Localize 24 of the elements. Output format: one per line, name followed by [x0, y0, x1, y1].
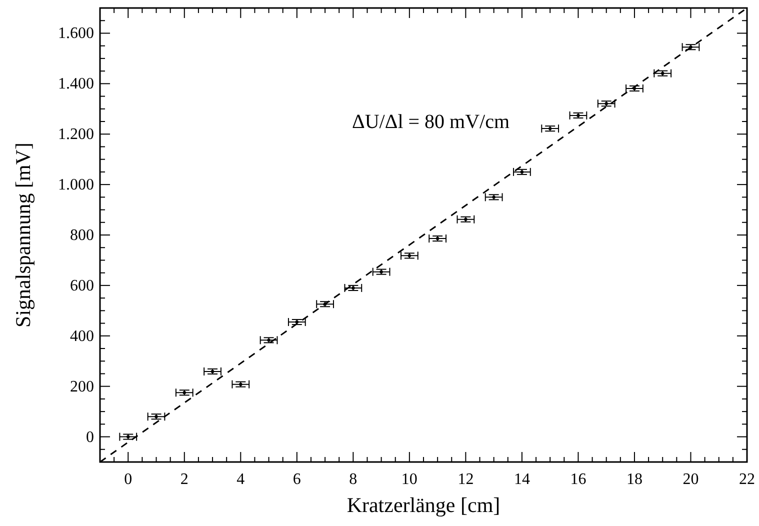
y-tick-label: 1.200 — [58, 126, 94, 144]
x-axis-title: Kratzerlänge [cm] — [346, 493, 500, 517]
x-tick-label: 20 — [682, 471, 699, 488]
x-tick-label: 10 — [401, 471, 418, 488]
x-tick-label: 14 — [514, 471, 530, 488]
x-tick-label: 4 — [236, 471, 245, 488]
y-tick-label: 0 — [86, 428, 94, 446]
y-tick-label: 200 — [70, 378, 94, 396]
y-tick-label: 600 — [70, 277, 94, 294]
annotation: ΔU/Δl = 80 mV/cm — [352, 111, 510, 133]
x-tick-label: 2 — [180, 471, 188, 488]
y-tick-label: 1.600 — [58, 25, 94, 42]
x-tick-label: 16 — [570, 471, 586, 488]
x-tick-label: 0 — [124, 471, 132, 488]
x-tick-label: 12 — [458, 471, 474, 488]
x-tick-label: 8 — [349, 471, 358, 488]
y-tick-label: 1.400 — [58, 76, 94, 93]
y-tick-label: 1.000 — [58, 176, 94, 194]
y-axis-title: Signalspannung [mV] — [11, 142, 35, 328]
y-tick-label: 400 — [70, 328, 94, 345]
x-tick-label: 6 — [292, 471, 301, 488]
y-tick-label: 800 — [70, 227, 94, 244]
x-tick-label: 18 — [626, 471, 642, 488]
x-tick-label: 22 — [739, 471, 755, 488]
